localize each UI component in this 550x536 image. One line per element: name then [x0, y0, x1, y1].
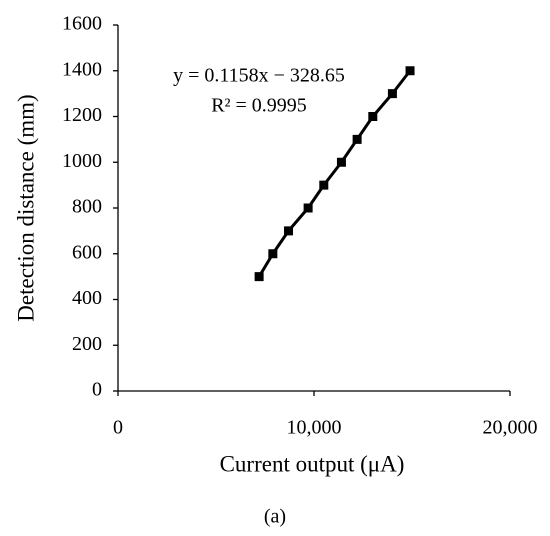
- y-tick-label: 1400: [62, 58, 102, 80]
- series-line: [257, 69, 412, 278]
- y-tick-label: 200: [72, 333, 102, 355]
- y-tick-label: 800: [72, 196, 102, 218]
- point-marker: [405, 66, 415, 76]
- point-marker: [284, 226, 294, 236]
- y-tick-label: 1000: [62, 150, 102, 172]
- annotation: R² = 0.9995: [211, 95, 307, 117]
- point-marker: [303, 203, 313, 213]
- caption: (a): [264, 506, 286, 528]
- point-marker: [319, 180, 329, 190]
- annotation: y = 0.1158x − 328.65: [173, 65, 345, 87]
- point-marker: [387, 89, 397, 99]
- y-tick-label: 1600: [62, 13, 102, 35]
- point-marker: [352, 134, 362, 144]
- point-marker: [254, 272, 264, 282]
- x-tick-label: 0: [113, 417, 123, 439]
- y-tick-label: 400: [72, 287, 102, 309]
- y-tick-label: 1200: [62, 104, 102, 126]
- x-axis-title: Current output (μA): [220, 451, 405, 476]
- point-marker: [368, 112, 378, 121]
- point-marker: [336, 157, 346, 167]
- y-tick-label: 600: [72, 241, 102, 263]
- x-tick-label: 10,000: [287, 417, 342, 439]
- x-tick-label: 20,000: [483, 417, 538, 439]
- y-tick-label: 0: [92, 379, 102, 401]
- y-axis-title: Detection distance (mm): [13, 94, 38, 321]
- point-marker: [268, 249, 278, 259]
